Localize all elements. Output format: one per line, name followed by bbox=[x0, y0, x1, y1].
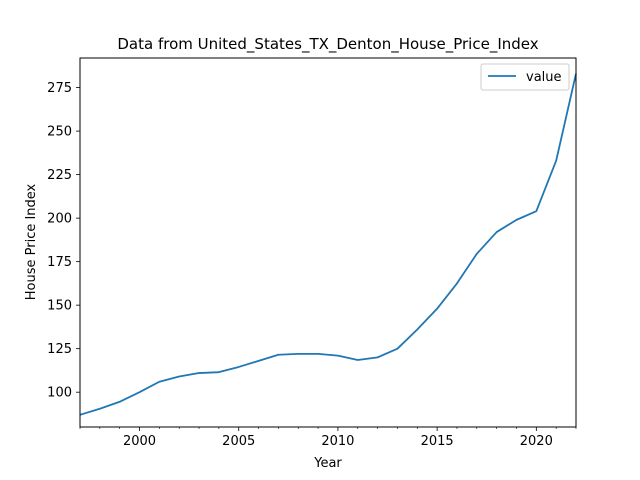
legend: value bbox=[480, 63, 570, 91]
y-axis-ticks: 100 125 150 175 200 225 250 275 bbox=[47, 81, 80, 401]
x-tick-label: 2020 bbox=[520, 434, 553, 449]
x-axis-ticks: 2000 2005 2010 2015 2020 bbox=[79, 427, 577, 449]
y-tick-label: 200 bbox=[47, 212, 72, 227]
x-tick-label: 2005 bbox=[222, 434, 255, 449]
x-axis-label: Year bbox=[313, 456, 342, 471]
series-line-value bbox=[79, 73, 577, 416]
x-tick-label: 2010 bbox=[321, 434, 354, 449]
x-tick-label: 2015 bbox=[421, 434, 454, 449]
y-tick-label: 175 bbox=[47, 255, 72, 270]
y-tick-label: 125 bbox=[47, 342, 72, 357]
legend-frame bbox=[480, 63, 570, 91]
y-tick-label: 225 bbox=[47, 168, 72, 183]
y-tick-label: 150 bbox=[47, 299, 72, 314]
plot-frame bbox=[79, 57, 577, 428]
x-tick-label: 2000 bbox=[123, 434, 156, 449]
chart-title: Data from United_States_TX_Denton_House_… bbox=[117, 35, 538, 54]
y-axis-label: House Price Index bbox=[24, 183, 39, 300]
y-tick-label: 250 bbox=[47, 125, 72, 140]
legend-label-value: value bbox=[526, 70, 562, 85]
y-tick-label: 100 bbox=[47, 386, 72, 401]
y-tick-label: 275 bbox=[47, 81, 72, 96]
